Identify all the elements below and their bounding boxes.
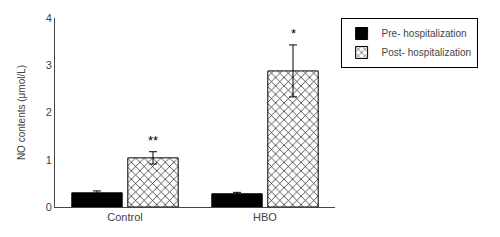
svg-text:HBO: HBO [253,211,277,223]
svg-text:3: 3 [46,59,52,71]
svg-text:NO contents (μmol/L): NO contents (μmol/L) [16,65,27,160]
svg-text:Post- hospitalization: Post- hospitalization [382,47,472,58]
svg-text:Control: Control [107,211,142,223]
svg-text:1: 1 [46,154,52,166]
svg-text:*: * [291,26,296,41]
svg-text:0: 0 [46,201,52,213]
svg-text:Pre- hospitalization: Pre- hospitalization [382,28,467,39]
svg-text:**: ** [148,133,158,148]
svg-text:4: 4 [46,12,52,24]
svg-text:2: 2 [46,106,52,118]
